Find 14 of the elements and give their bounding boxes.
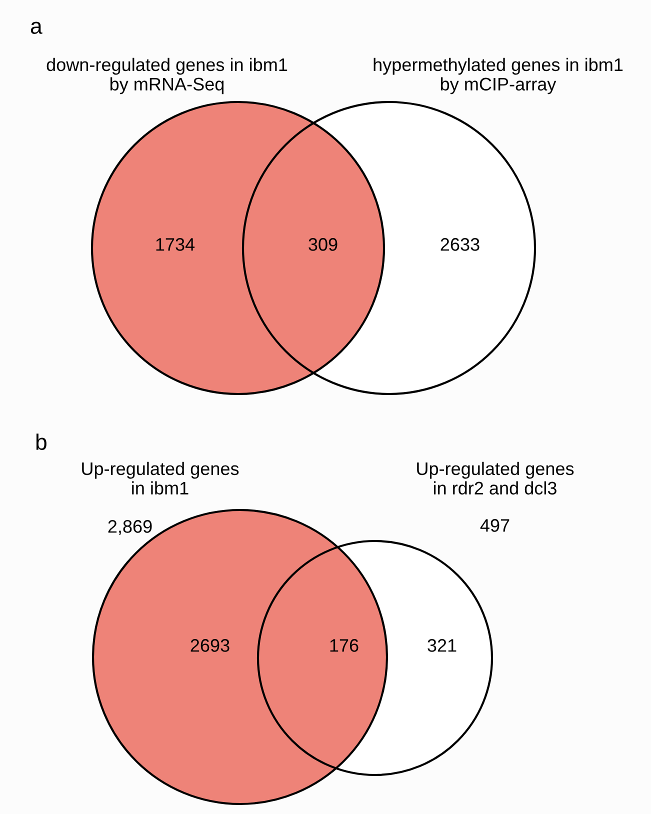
data-label: 309 [308,238,338,251]
data-label: 321 [428,639,456,652]
text: hypermethylated genes in ibm1 by mCIP-array [374,58,623,94]
text: a [30,22,42,34]
data-label: 2633 [440,238,480,251]
data-label: 176 [330,639,358,652]
data-label: 2693 [190,639,230,652]
text: down-regulated genes in ibm1 by mRNA-Seq [46,58,288,94]
text: Up-regulated genes in ibm1 [82,462,239,495]
text: Up-regulated genes in rdr2 and dcl3 [417,462,574,495]
data-label: 1734 [156,238,195,251]
text: 497 [480,519,510,532]
text: b [36,434,46,450]
text: 2,869 [108,520,152,535]
